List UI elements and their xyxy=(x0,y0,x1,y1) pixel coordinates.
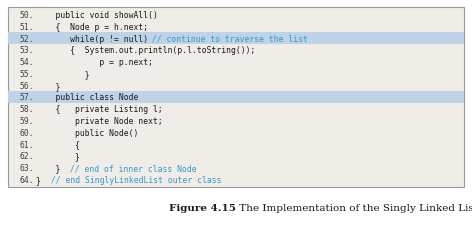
Text: p = p.next;: p = p.next; xyxy=(36,58,153,67)
Text: 53.: 53. xyxy=(19,46,34,55)
Text: 55.: 55. xyxy=(19,70,34,79)
Text: // end SinglyLinkedList outer class: // end SinglyLinkedList outer class xyxy=(46,175,221,184)
Text: {  System.out.println(p.l.toString());: { System.out.println(p.l.toString()); xyxy=(36,46,256,55)
Text: public class Node: public class Node xyxy=(36,93,139,102)
Text: The Implementation of the Singly Linked List Structure: The Implementation of the Singly Linked … xyxy=(236,203,472,212)
Text: }: } xyxy=(36,163,66,172)
Text: 64.: 64. xyxy=(19,175,34,184)
Text: public void showAll(): public void showAll() xyxy=(36,11,158,20)
Text: {: { xyxy=(36,140,80,149)
FancyBboxPatch shape xyxy=(8,8,464,187)
Text: }: } xyxy=(36,70,90,79)
Text: 62.: 62. xyxy=(19,152,34,161)
Text: // continue to traverse the list: // continue to traverse the list xyxy=(147,35,308,43)
Text: 60.: 60. xyxy=(19,128,34,137)
Text: 61.: 61. xyxy=(19,140,34,149)
Text: 57.: 57. xyxy=(19,93,34,102)
Text: }: } xyxy=(36,152,80,161)
Text: }: } xyxy=(36,81,61,90)
Text: {   private Listing l;: { private Listing l; xyxy=(36,105,163,114)
FancyBboxPatch shape xyxy=(8,92,464,104)
Text: while(p != null): while(p != null) xyxy=(36,35,149,43)
Text: }: } xyxy=(36,175,46,184)
Text: Figure 4.15: Figure 4.15 xyxy=(169,203,236,212)
Text: // end of inner class Node: // end of inner class Node xyxy=(65,163,197,172)
Text: 59.: 59. xyxy=(19,117,34,126)
Text: 63.: 63. xyxy=(19,163,34,172)
Text: 51.: 51. xyxy=(19,23,34,32)
Text: 50.: 50. xyxy=(19,11,34,20)
Text: private Node next;: private Node next; xyxy=(36,117,163,126)
Text: 56.: 56. xyxy=(19,81,34,90)
FancyBboxPatch shape xyxy=(8,33,464,45)
Text: 58.: 58. xyxy=(19,105,34,114)
Text: 52.: 52. xyxy=(19,35,34,43)
Text: {  Node p = h.next;: { Node p = h.next; xyxy=(36,23,149,32)
Text: public Node(): public Node() xyxy=(36,128,139,137)
Text: 54.: 54. xyxy=(19,58,34,67)
